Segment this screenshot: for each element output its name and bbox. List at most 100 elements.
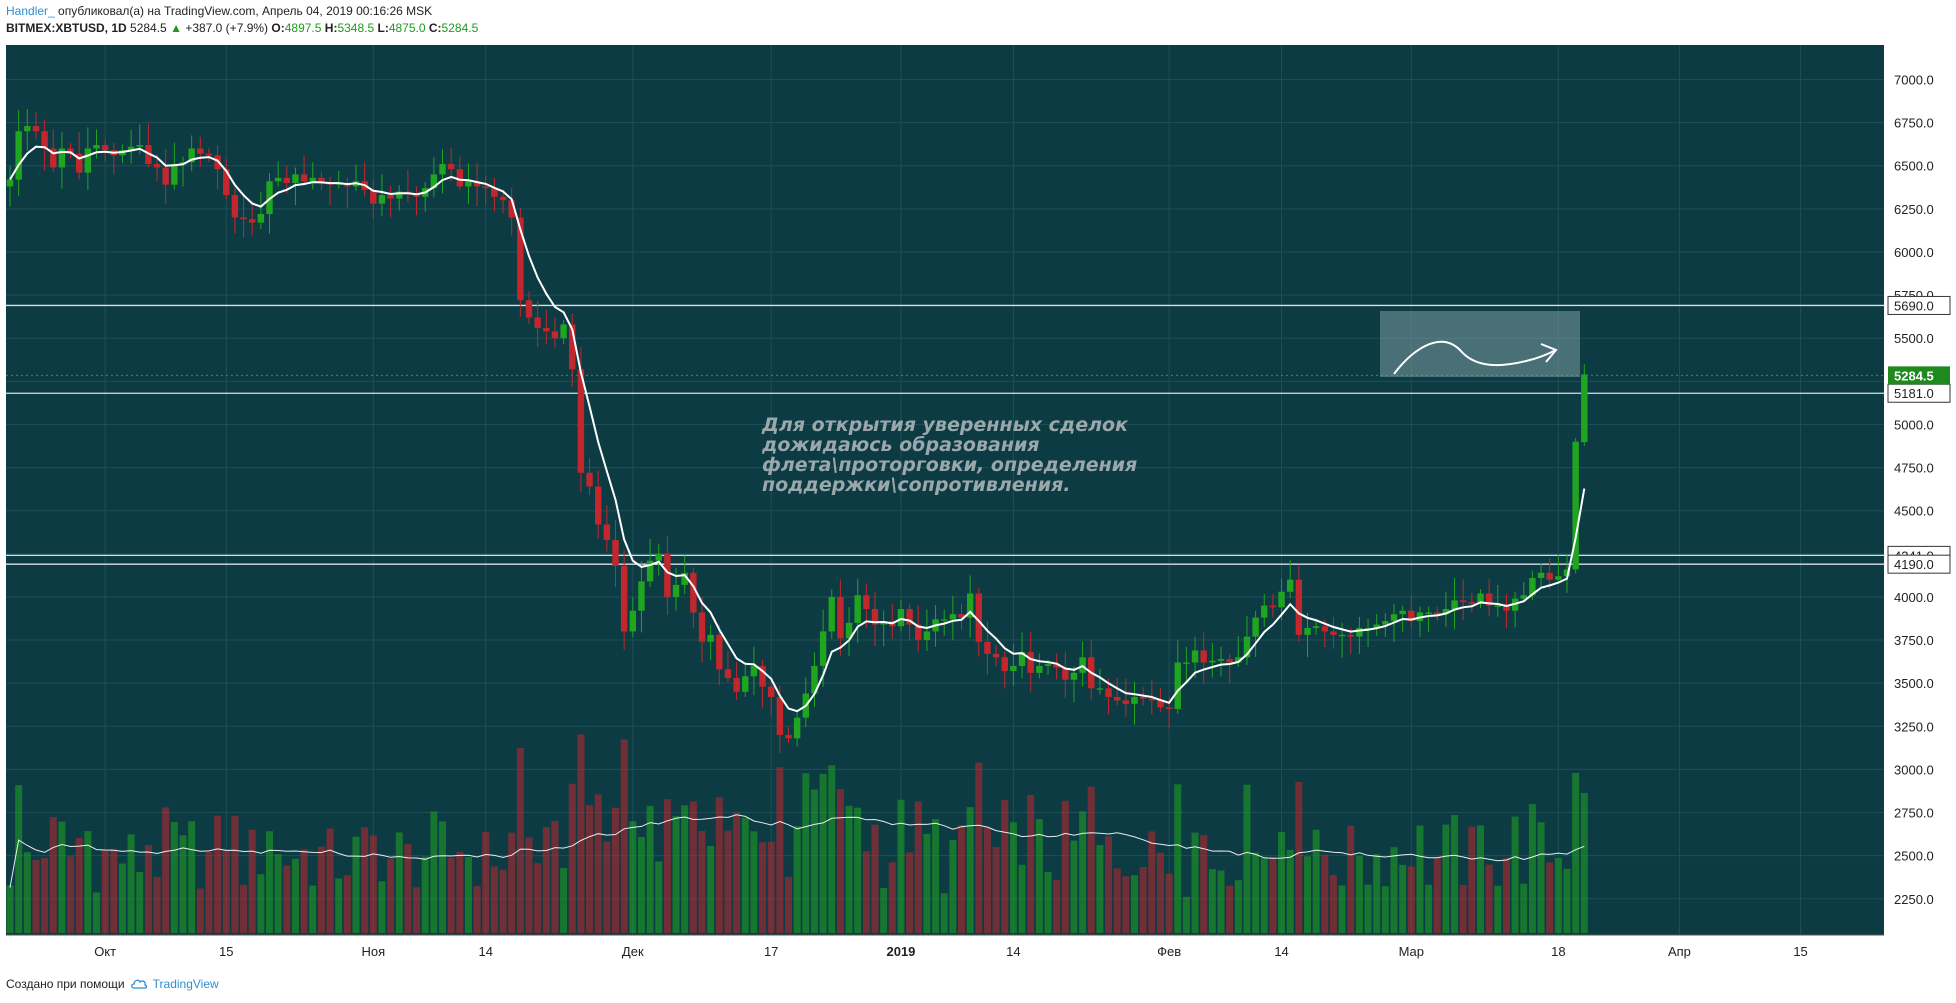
candle-body[interactable] (845, 622, 853, 639)
candle-body[interactable] (309, 177, 316, 182)
candle-body[interactable] (1261, 605, 1268, 618)
candle-body[interactable] (1209, 660, 1216, 663)
candle-body[interactable] (638, 581, 645, 611)
candle-body[interactable] (1494, 605, 1501, 607)
candle-body[interactable] (768, 686, 775, 697)
price-scale-background[interactable] (1884, 45, 1956, 935)
candle-body[interactable] (1131, 696, 1138, 704)
candle-body[interactable] (672, 584, 680, 597)
candle-body[interactable] (992, 653, 1000, 658)
candle-body[interactable] (1165, 707, 1173, 710)
candle-body[interactable] (214, 155, 221, 170)
candle-body[interactable] (1520, 595, 1527, 599)
candle-body[interactable] (1347, 634, 1354, 637)
candle-body[interactable] (569, 324, 576, 370)
candle-body[interactable] (793, 717, 801, 739)
candle-body[interactable] (67, 148, 74, 154)
candle-body[interactable] (854, 595, 861, 623)
candle-body[interactable] (1442, 609, 1450, 615)
candle-body[interactable] (1105, 688, 1112, 697)
candle-body[interactable] (205, 153, 213, 156)
candle-body[interactable] (543, 327, 550, 332)
candle-body[interactable] (863, 595, 870, 610)
candle-body[interactable] (975, 593, 982, 642)
candle-body[interactable] (1460, 600, 1467, 603)
candle-body[interactable] (84, 148, 92, 173)
candle-body[interactable] (1364, 627, 1372, 630)
candle-body[interactable] (1148, 698, 1155, 701)
candle-body[interactable] (15, 131, 22, 180)
candle-body[interactable] (819, 631, 827, 666)
candle-body[interactable] (941, 619, 948, 621)
symbol-name[interactable]: BITMEX:XBTUSD, 1D (6, 21, 127, 35)
candle-body[interactable] (145, 145, 152, 165)
candle-body[interactable] (1053, 664, 1060, 668)
candle-body[interactable] (1183, 662, 1190, 664)
candle-body[interactable] (1010, 665, 1017, 672)
candle-body[interactable] (1062, 667, 1069, 680)
candle-body[interactable] (724, 669, 732, 679)
candle-body[interactable] (318, 177, 325, 183)
candle-body[interactable] (1321, 626, 1328, 632)
candle-body[interactable] (283, 177, 290, 183)
candle-body[interactable] (915, 624, 922, 641)
candle-body[interactable] (491, 188, 498, 197)
tradingview-link[interactable]: TradingView (152, 977, 219, 991)
candle-body[interactable] (179, 162, 187, 165)
candle-body[interactable] (1122, 700, 1130, 704)
candle-body[interactable] (274, 177, 282, 182)
candle-body[interactable] (1243, 636, 1251, 658)
candle-body[interactable] (776, 696, 784, 735)
candle-body[interactable] (76, 153, 83, 173)
candle-body[interactable] (1546, 572, 1553, 580)
candle-body[interactable] (465, 181, 472, 187)
candle-body[interactable] (1096, 688, 1104, 690)
candle-body[interactable] (828, 596, 835, 632)
candle-body[interactable] (101, 145, 109, 151)
candle-body[interactable] (871, 609, 879, 625)
candle-body[interactable] (837, 596, 844, 639)
candle-body[interactable] (508, 200, 515, 218)
candle-body[interactable] (1174, 662, 1181, 710)
candle-body[interactable] (1477, 593, 1484, 604)
candle-body[interactable] (1425, 612, 1432, 614)
candle-body[interactable] (897, 609, 905, 627)
author-link[interactable]: Handler_ (6, 4, 55, 18)
candle-body[interactable] (430, 174, 438, 189)
candle-body[interactable] (1563, 569, 1571, 577)
candle-body[interactable] (966, 593, 974, 618)
candle-body[interactable] (1468, 602, 1476, 604)
candle-body[interactable] (595, 486, 602, 525)
candle-body[interactable] (50, 148, 57, 168)
candle-body[interactable] (240, 217, 247, 220)
candle-body[interactable] (223, 169, 230, 196)
candle-body[interactable] (93, 145, 100, 149)
candle-body[interactable] (1312, 626, 1320, 628)
candle-body[interactable] (1295, 579, 1303, 635)
candle-body[interactable] (1191, 650, 1199, 663)
candle-body[interactable] (1503, 605, 1510, 611)
candle-body[interactable] (439, 164, 446, 175)
candle-body[interactable] (629, 610, 636, 632)
candle-body[interactable] (1537, 572, 1545, 578)
candle-body[interactable] (551, 331, 559, 339)
candle-body[interactable] (560, 324, 567, 339)
candle-body[interactable] (1252, 617, 1259, 637)
candle-body[interactable] (153, 164, 161, 168)
candle-body[interactable] (664, 553, 671, 597)
candle-body[interactable] (387, 195, 394, 199)
candle-body[interactable] (603, 524, 611, 541)
candle-body[interactable] (1217, 659, 1225, 661)
candle-body[interactable] (949, 614, 957, 620)
candle-body[interactable] (1330, 631, 1337, 635)
candle-body[interactable] (162, 167, 169, 185)
candle-body[interactable] (646, 560, 654, 582)
candle-body[interactable] (1226, 659, 1233, 663)
candle-body[interactable] (41, 131, 48, 149)
candle-body[interactable] (447, 164, 455, 170)
candle-body[interactable] (517, 217, 524, 301)
candle-body[interactable] (1581, 374, 1588, 443)
candle-body[interactable] (1382, 621, 1389, 625)
candle-body[interactable] (1529, 577, 1536, 596)
